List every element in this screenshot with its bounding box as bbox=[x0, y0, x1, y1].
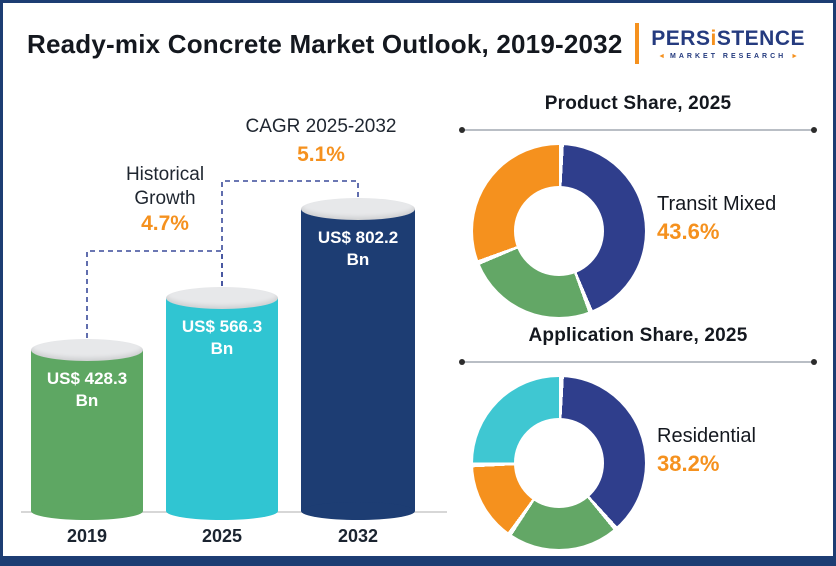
historical-growth-value: 4.7% bbox=[141, 212, 189, 235]
logo-left-arrow-icon: ◄ bbox=[658, 53, 666, 60]
logo-subtitle: ◄ MARKET RESEARCH ► bbox=[651, 53, 805, 60]
bar-2025-value: US$ 566.3 Bn bbox=[181, 317, 263, 359]
product-share-divider bbox=[459, 127, 817, 133]
historical-growth-label: Historical Growth bbox=[125, 164, 205, 209]
bar-2019-top-ellipse bbox=[31, 339, 143, 361]
bar-2019: US$ 428.3 Bn bbox=[31, 339, 143, 520]
logo-text-pre: PERS bbox=[651, 27, 711, 50]
bar-2019-bottom-ellipse bbox=[31, 502, 143, 520]
cagr-label: CAGR 2025-2032 bbox=[245, 116, 397, 137]
application-share-divider bbox=[459, 359, 817, 365]
bar-2025-top-ellipse bbox=[166, 287, 278, 309]
logo-right-arrow-icon: ► bbox=[791, 53, 799, 60]
application-share-donut-chart bbox=[473, 377, 645, 549]
persistence-market-research-logo: PERSiSTENCE ◄ MARKET RESEARCH ► bbox=[635, 23, 815, 64]
x-axis-label-2025: 2025 bbox=[201, 526, 243, 546]
product-share-callout-label: Transit Mixed bbox=[657, 193, 777, 215]
product-share-title: Product Share, 2025 bbox=[544, 93, 732, 114]
logo-wordmark: PERSiSTENCE bbox=[651, 27, 805, 51]
bar-2025-bottom-ellipse bbox=[166, 502, 278, 520]
application-share-callout-label: Residential bbox=[657, 425, 756, 447]
bar-2032-bottom-ellipse bbox=[301, 502, 415, 520]
product-share-callout: Transit Mixed 43.6% bbox=[657, 193, 821, 245]
cagr-value: 5.1% bbox=[297, 143, 345, 166]
logo-text-i: i bbox=[710, 27, 717, 50]
application-share-callout-value: 38.2% bbox=[657, 451, 720, 476]
logo-text-post: STENCE bbox=[716, 27, 805, 50]
product-share-donut-chart bbox=[473, 145, 645, 317]
page-title: Ready-mix Concrete Market Outlook, 2019-… bbox=[27, 29, 623, 59]
bar-2025: US$ 566.3 Bn bbox=[166, 287, 278, 520]
bar-2032: US$ 802.2 Bn bbox=[301, 198, 415, 520]
logo-subtitle-text: MARKET RESEARCH bbox=[670, 53, 787, 60]
application-share-callout: Residential 38.2% bbox=[657, 425, 821, 477]
x-axis-label-2032: 2032 bbox=[337, 526, 379, 546]
share-charts-panel: Product Share, 2025 Transit Mixed 43.6% … bbox=[455, 91, 821, 556]
bar-2032-top-ellipse bbox=[301, 198, 415, 220]
x-axis-label-2019: 2019 bbox=[66, 526, 108, 546]
application-share-title: Application Share, 2025 bbox=[528, 325, 748, 346]
bar-2032-value: US$ 802.2 Bn bbox=[317, 228, 399, 270]
market-outlook-bar-chart: Historical Growth 4.7% CAGR 2025-2032 5.… bbox=[19, 91, 455, 551]
bar-2019-value: US$ 428.3 Bn bbox=[46, 369, 128, 411]
product-share-callout-value: 43.6% bbox=[657, 219, 720, 244]
